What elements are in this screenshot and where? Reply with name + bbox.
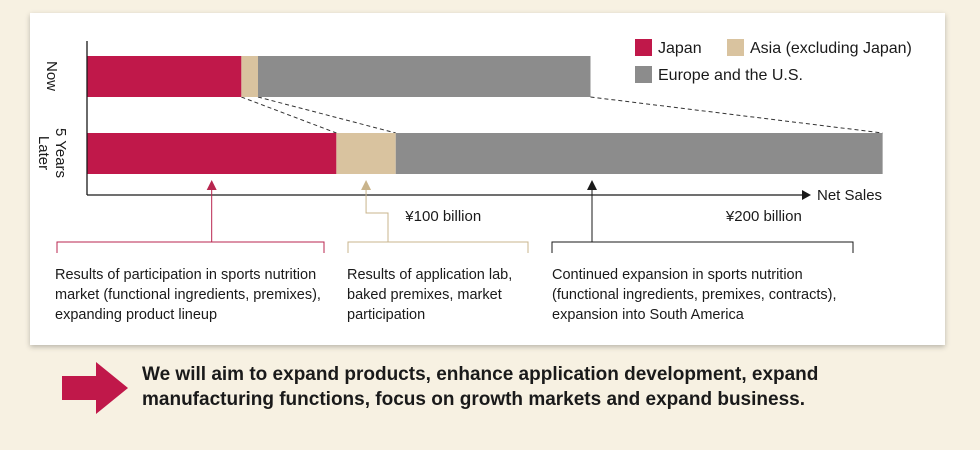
category-label: 5 YearsLater — [35, 128, 69, 178]
arrow-head-asia — [361, 180, 372, 190]
x-axis-arrowhead — [802, 190, 811, 200]
x-axis-label: Net Sales — [817, 187, 882, 204]
legend-label: Europe and the U.S. — [658, 67, 803, 84]
category-label: Now — [43, 61, 60, 91]
bracket-europe-us — [551, 241, 854, 253]
arrow-right-icon — [62, 362, 128, 414]
bar-0-0 — [87, 56, 242, 97]
connector-line-2 — [590, 96, 883, 134]
legend-swatch — [635, 66, 652, 83]
bar-1-1 — [336, 133, 396, 174]
legend-label: Asia (excluding Japan) — [750, 40, 912, 57]
arrow-line-asia — [365, 188, 389, 242]
legend-swatch — [635, 39, 652, 56]
bar-0-2 — [258, 56, 591, 97]
chart-panel: Net Sales ¥100 billion ¥200 billion Now 5 … — [30, 13, 945, 345]
note-asia: Results of application lab, baked premix… — [347, 267, 513, 323]
note-japan: Results of participation in sports nutri… — [55, 267, 321, 323]
arrow-head-japan — [206, 180, 217, 190]
arrow-head-europe-us — [587, 180, 597, 190]
connector-line-0 — [241, 96, 337, 134]
bar-0-1 — [241, 56, 258, 97]
bar-1-2 — [395, 133, 883, 174]
x-tick-label: ¥100 billion — [404, 208, 481, 225]
note-europe-us: Continued expansion in sports nutrition … — [552, 267, 837, 323]
bracket-asia — [347, 241, 529, 253]
stacked-bar-chart: Net Sales ¥100 billion ¥200 billion Now 5 … — [35, 39, 912, 253]
connector-line-1 — [257, 96, 396, 134]
legend-swatch — [727, 39, 744, 56]
bar-1-0 — [87, 133, 337, 174]
legend-label: Japan — [658, 40, 702, 57]
bracket-japan — [56, 241, 325, 253]
summary-message: We will aim to expand products, enhance … — [142, 364, 819, 410]
x-tick-label: ¥200 billion — [725, 208, 802, 225]
